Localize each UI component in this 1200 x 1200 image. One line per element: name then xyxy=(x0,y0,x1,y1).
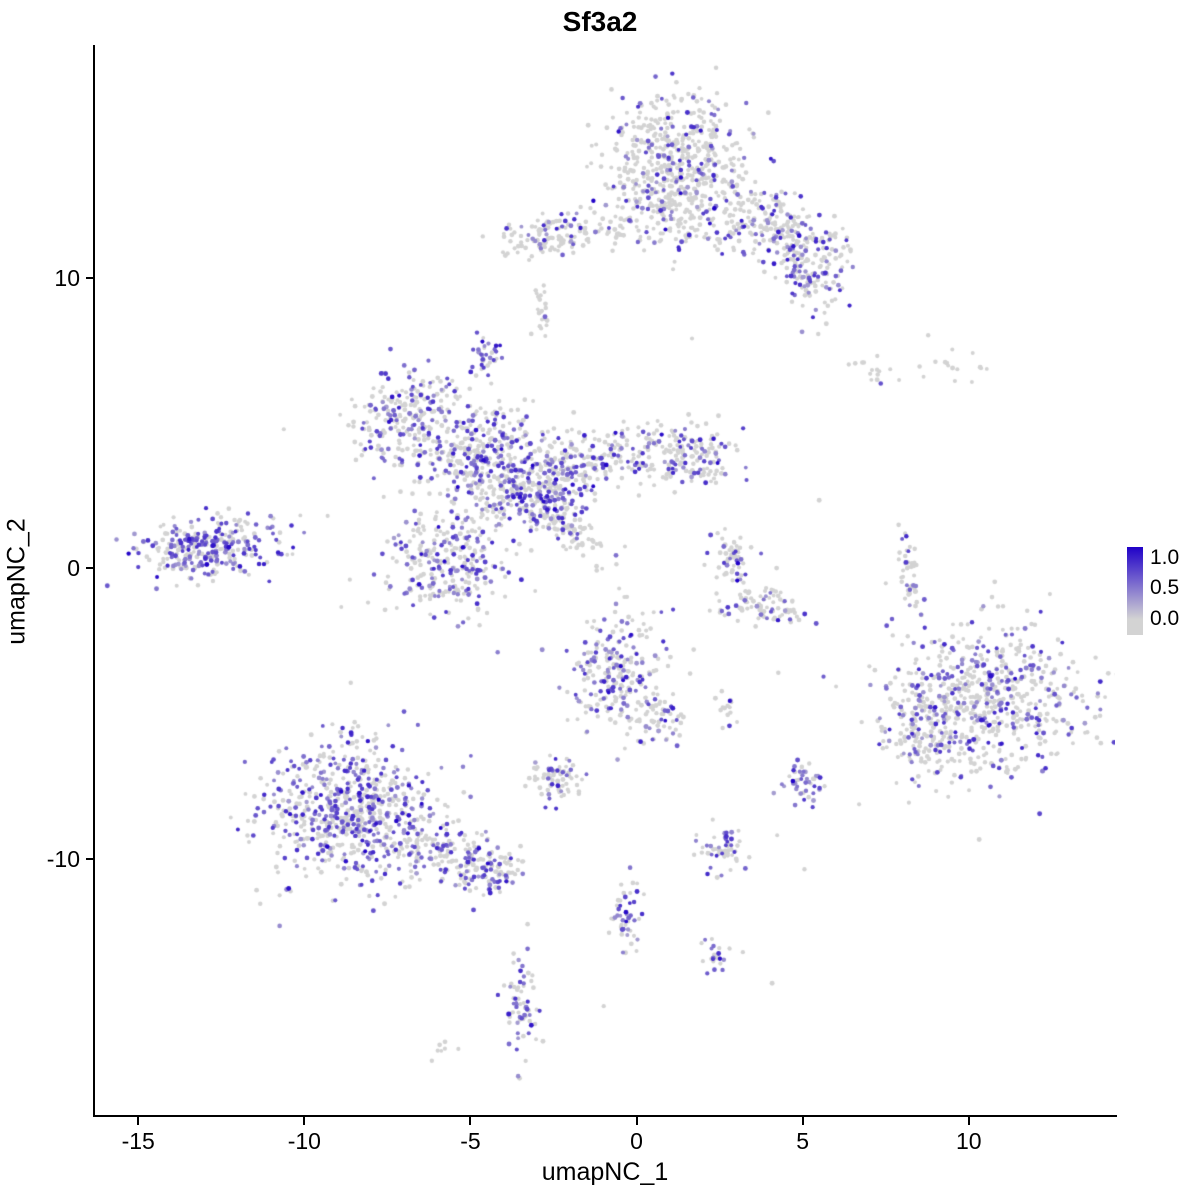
y-tick-label: -10 xyxy=(46,846,80,873)
y-tick-label: 0 xyxy=(67,555,80,582)
scatter-canvas xyxy=(95,45,1115,1115)
x-tick-mark xyxy=(137,1117,140,1125)
y-tick-mark xyxy=(86,567,94,570)
legend-gradient-bar xyxy=(1127,547,1143,635)
x-tick-mark xyxy=(469,1117,472,1125)
x-axis-title: umapNC_1 xyxy=(541,1158,669,1186)
x-tick-label: -5 xyxy=(460,1128,481,1154)
legend-label-low: 0.0 xyxy=(1150,607,1180,630)
x-tick-mark xyxy=(967,1117,970,1125)
plot-title: Sf3a2 xyxy=(562,6,638,37)
x-tick-label: -10 xyxy=(287,1128,321,1154)
x-tick-label: 10 xyxy=(956,1128,982,1154)
y-tick-mark xyxy=(86,276,94,279)
x-tick-label: 0 xyxy=(630,1128,643,1154)
plot-area xyxy=(95,45,1115,1115)
y-axis-title: umapNC_2 xyxy=(2,518,31,645)
y-axis-line xyxy=(93,45,95,1117)
x-tick-mark xyxy=(303,1117,306,1125)
x-tick-mark xyxy=(635,1117,638,1125)
x-tick-label: 5 xyxy=(796,1128,810,1154)
y-tick-mark xyxy=(86,858,94,861)
x-axis-line xyxy=(93,1115,1117,1117)
x-tick-label: -15 xyxy=(121,1128,155,1154)
legend-label-mid: 0.5 xyxy=(1150,576,1180,599)
x-tick-mark xyxy=(801,1117,804,1125)
legend-label-high: 1.0 xyxy=(1150,546,1180,569)
y-tick-label: 10 xyxy=(54,264,80,291)
